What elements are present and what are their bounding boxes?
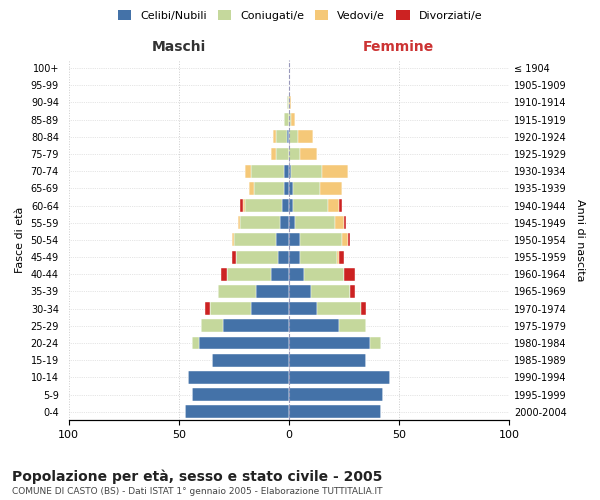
Bar — [304, 268, 344, 280]
Y-axis label: Anni di nascita: Anni di nascita — [575, 198, 585, 281]
Bar — [245, 199, 282, 212]
Bar — [205, 302, 209, 315]
Bar — [328, 199, 340, 212]
Bar — [287, 96, 289, 109]
Bar — [280, 216, 289, 229]
Bar — [293, 199, 328, 212]
Bar — [350, 285, 355, 298]
Bar — [335, 216, 344, 229]
Bar — [289, 148, 300, 160]
Bar — [289, 250, 300, 264]
Bar — [245, 164, 251, 177]
Bar — [300, 148, 317, 160]
Bar — [289, 354, 366, 366]
Text: Femmine: Femmine — [363, 40, 434, 54]
Bar — [348, 234, 350, 246]
Bar — [344, 216, 346, 229]
Bar — [289, 234, 300, 246]
Bar — [370, 336, 381, 349]
Bar — [311, 285, 350, 298]
Bar — [320, 182, 341, 195]
Bar — [340, 199, 341, 212]
Bar — [256, 285, 289, 298]
Bar — [275, 130, 287, 143]
Bar — [293, 182, 320, 195]
Bar — [241, 199, 242, 212]
Bar — [289, 113, 291, 126]
Bar — [201, 320, 223, 332]
Bar — [284, 113, 289, 126]
Bar — [317, 302, 361, 315]
Bar — [221, 268, 227, 280]
Text: Popolazione per età, sesso e stato civile - 2005: Popolazione per età, sesso e stato civil… — [12, 470, 382, 484]
Bar — [242, 199, 245, 212]
Bar — [236, 250, 278, 264]
Bar — [341, 234, 348, 246]
Bar — [254, 182, 284, 195]
Bar — [340, 250, 344, 264]
Bar — [278, 250, 289, 264]
Bar — [223, 320, 289, 332]
Bar — [192, 388, 289, 401]
Bar — [289, 302, 317, 315]
Bar — [251, 302, 289, 315]
Bar — [284, 182, 289, 195]
Bar — [209, 302, 251, 315]
Bar — [232, 234, 234, 246]
Bar — [199, 336, 289, 349]
Bar — [282, 199, 289, 212]
Bar — [227, 268, 271, 280]
Bar — [322, 164, 348, 177]
Bar — [192, 336, 199, 349]
Bar — [271, 148, 275, 160]
Bar — [289, 320, 340, 332]
Bar — [295, 216, 335, 229]
Bar — [251, 164, 284, 177]
Bar — [271, 268, 289, 280]
Bar — [289, 199, 293, 212]
Bar — [291, 113, 295, 126]
Bar — [361, 302, 366, 315]
Bar — [238, 216, 241, 229]
Bar — [275, 148, 289, 160]
Bar — [234, 234, 275, 246]
Bar — [284, 164, 289, 177]
Bar — [274, 130, 275, 143]
Bar — [275, 234, 289, 246]
Text: Maschi: Maschi — [152, 40, 206, 54]
Bar — [298, 130, 313, 143]
Bar — [344, 268, 355, 280]
Bar — [289, 405, 381, 418]
Bar — [232, 250, 236, 264]
Y-axis label: Fasce di età: Fasce di età — [15, 206, 25, 273]
Bar — [289, 130, 298, 143]
Bar — [241, 216, 280, 229]
Bar — [289, 164, 291, 177]
Bar — [289, 182, 293, 195]
Text: COMUNE DI CASTO (BS) - Dati ISTAT 1° gennaio 2005 - Elaborazione TUTTITALIA.IT: COMUNE DI CASTO (BS) - Dati ISTAT 1° gen… — [12, 488, 383, 496]
Bar — [218, 285, 256, 298]
Bar — [291, 164, 322, 177]
Bar — [289, 336, 370, 349]
Bar — [289, 285, 311, 298]
Bar — [289, 388, 383, 401]
Bar — [289, 371, 390, 384]
Bar — [289, 96, 291, 109]
Bar — [212, 354, 289, 366]
Bar — [185, 405, 289, 418]
Bar — [300, 250, 337, 264]
Bar — [289, 268, 304, 280]
Bar — [287, 130, 289, 143]
Bar — [188, 371, 289, 384]
Bar — [289, 216, 295, 229]
Bar — [300, 234, 341, 246]
Bar — [249, 182, 254, 195]
Bar — [337, 250, 340, 264]
Legend: Celibi/Nubili, Coniugati/e, Vedovi/e, Divorziati/e: Celibi/Nubili, Coniugati/e, Vedovi/e, Di… — [113, 6, 487, 25]
Bar — [340, 320, 366, 332]
